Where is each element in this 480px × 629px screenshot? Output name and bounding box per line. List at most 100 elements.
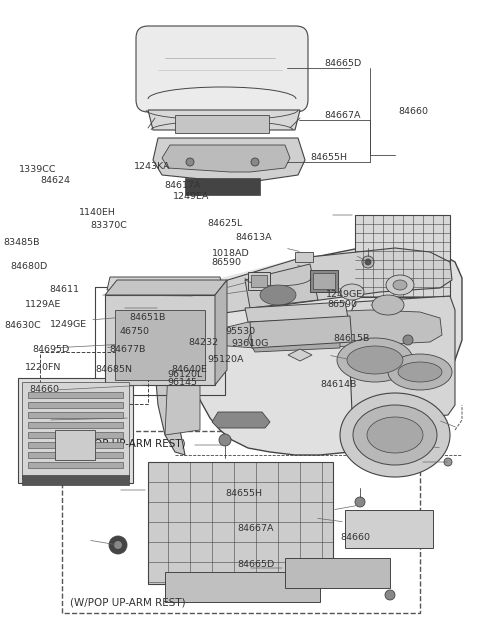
Circle shape — [186, 158, 194, 166]
Bar — [28, 392, 123, 398]
Bar — [28, 452, 123, 458]
Text: 1339CC: 1339CC — [19, 165, 57, 174]
Circle shape — [378, 440, 384, 447]
Bar — [28, 422, 123, 428]
Text: 95120A: 95120A — [207, 355, 244, 364]
Text: 84655H: 84655H — [226, 489, 263, 498]
Polygon shape — [155, 290, 195, 455]
Text: 1220FN: 1220FN — [25, 364, 61, 372]
Ellipse shape — [340, 284, 364, 300]
Circle shape — [170, 402, 186, 418]
Bar — [310, 270, 338, 292]
Bar — [295, 252, 313, 262]
FancyBboxPatch shape — [136, 26, 308, 112]
Text: (W/POP UP-ARM REST): (W/POP UP-ARM REST) — [71, 439, 186, 449]
Circle shape — [300, 253, 308, 261]
Ellipse shape — [260, 285, 296, 305]
Text: 84685N: 84685N — [95, 365, 132, 374]
Text: 1249EA: 1249EA — [173, 192, 209, 201]
Bar — [28, 412, 123, 418]
Circle shape — [406, 423, 412, 430]
Text: 84660: 84660 — [30, 386, 60, 394]
Circle shape — [167, 333, 177, 343]
Text: 1018AD: 1018AD — [212, 249, 250, 258]
Circle shape — [109, 536, 127, 554]
Polygon shape — [105, 280, 227, 295]
Text: 84640E: 84640E — [172, 365, 208, 374]
Text: 84651B: 84651B — [130, 313, 166, 322]
Bar — [55, 430, 95, 460]
Bar — [313, 273, 335, 289]
Circle shape — [392, 420, 398, 426]
Polygon shape — [175, 255, 460, 310]
Text: 95530: 95530 — [226, 327, 256, 336]
Circle shape — [114, 541, 122, 549]
Circle shape — [378, 423, 384, 430]
Circle shape — [435, 443, 445, 453]
Text: 1243KA: 1243KA — [133, 162, 170, 171]
Text: 84665D: 84665D — [324, 58, 361, 67]
Circle shape — [219, 434, 231, 446]
Bar — [28, 462, 123, 468]
Polygon shape — [165, 365, 200, 435]
Circle shape — [402, 426, 414, 438]
Ellipse shape — [386, 275, 414, 295]
Ellipse shape — [388, 354, 452, 390]
Polygon shape — [248, 308, 340, 352]
Polygon shape — [162, 145, 290, 172]
Circle shape — [372, 432, 378, 438]
Polygon shape — [148, 110, 300, 130]
Text: 96120L: 96120L — [167, 370, 202, 379]
Text: 83370C: 83370C — [90, 221, 127, 230]
Circle shape — [355, 497, 365, 507]
Text: 84615B: 84615B — [334, 334, 370, 343]
Circle shape — [362, 256, 374, 268]
Circle shape — [365, 259, 371, 265]
Polygon shape — [105, 295, 215, 385]
Text: 84660: 84660 — [341, 533, 371, 542]
Ellipse shape — [340, 393, 450, 477]
Polygon shape — [153, 138, 305, 182]
Polygon shape — [115, 310, 205, 380]
Ellipse shape — [367, 417, 423, 453]
Ellipse shape — [353, 405, 437, 465]
Ellipse shape — [337, 338, 413, 382]
Circle shape — [403, 335, 413, 345]
Text: 1249GE: 1249GE — [325, 290, 362, 299]
Circle shape — [406, 440, 412, 447]
Bar — [18, 378, 133, 483]
Text: 84624: 84624 — [41, 176, 71, 185]
Text: 84680D: 84680D — [11, 262, 48, 271]
Polygon shape — [245, 264, 318, 308]
Polygon shape — [288, 349, 312, 361]
Circle shape — [385, 590, 395, 600]
Bar — [40, 352, 148, 404]
Text: 84611: 84611 — [49, 285, 79, 294]
Circle shape — [118, 318, 128, 328]
Polygon shape — [185, 178, 260, 195]
Text: 96145: 96145 — [167, 378, 197, 387]
Bar — [175, 115, 269, 133]
Text: 84625L: 84625L — [207, 220, 242, 228]
Bar — [251, 275, 267, 287]
Circle shape — [444, 458, 452, 466]
Text: 84677B: 84677B — [109, 345, 146, 354]
Ellipse shape — [393, 280, 407, 290]
Text: 84667A: 84667A — [238, 524, 274, 533]
Text: 84665D: 84665D — [238, 560, 275, 569]
Text: 84660: 84660 — [398, 108, 428, 116]
Bar — [165, 572, 320, 602]
Polygon shape — [348, 296, 455, 425]
Polygon shape — [107, 277, 223, 290]
Bar — [345, 510, 433, 548]
Text: 46750: 46750 — [119, 327, 149, 336]
Bar — [28, 402, 123, 408]
Polygon shape — [215, 310, 442, 348]
Text: 84667A: 84667A — [324, 111, 360, 120]
Polygon shape — [250, 316, 352, 348]
Bar — [62, 431, 420, 613]
Text: 84630C: 84630C — [5, 321, 42, 330]
Bar — [22, 382, 129, 479]
Circle shape — [251, 158, 259, 166]
Ellipse shape — [347, 346, 403, 374]
